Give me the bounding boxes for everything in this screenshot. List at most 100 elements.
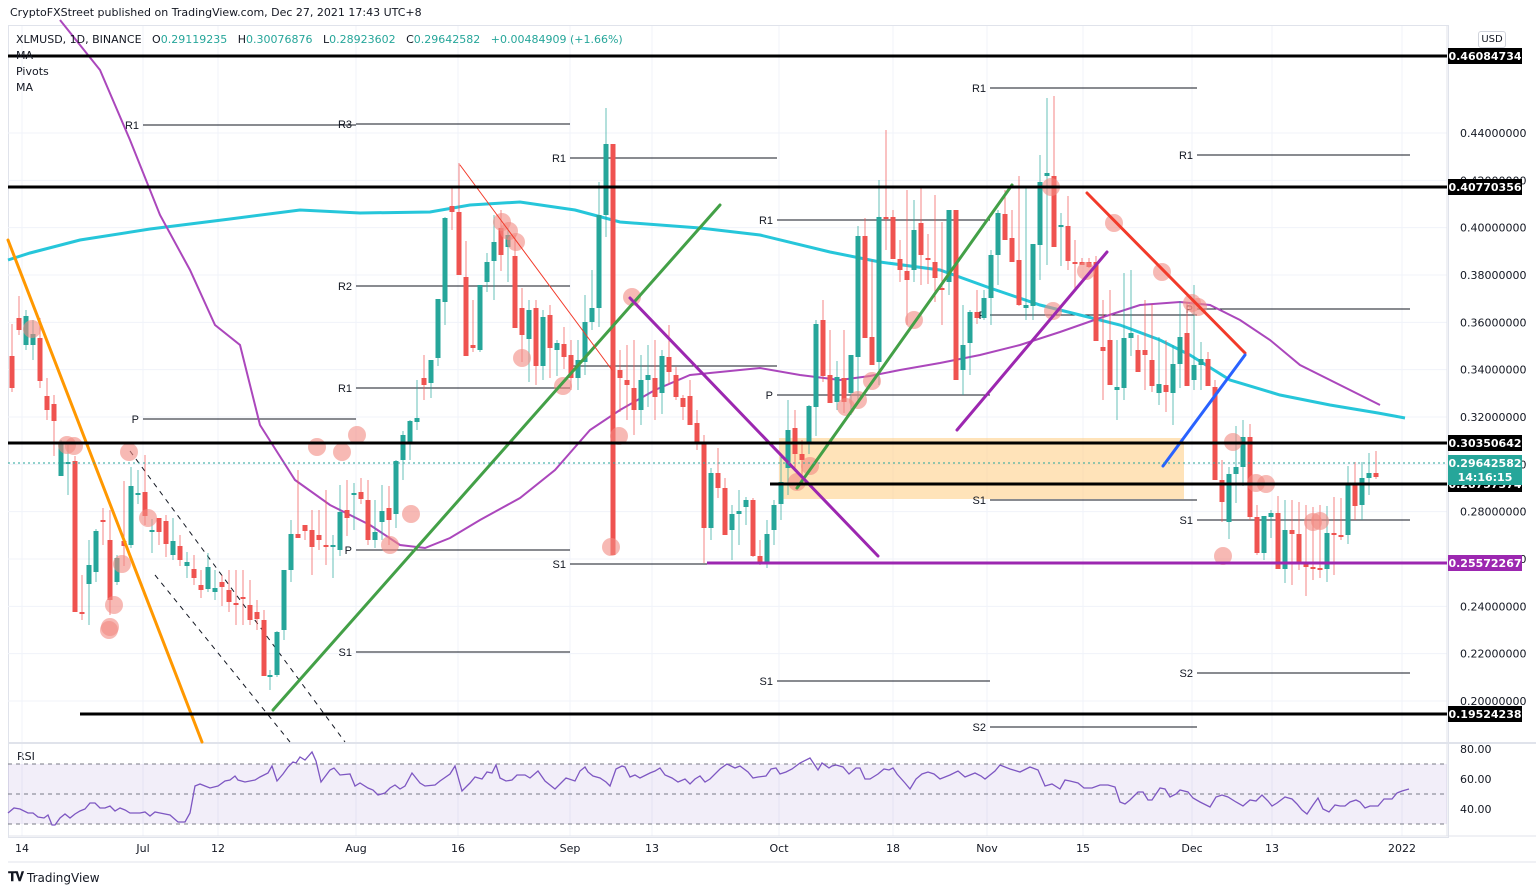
candle-up	[659, 356, 665, 393]
pivot-label: R1	[759, 215, 773, 227]
pivot-marker	[65, 437, 83, 455]
candle-up	[540, 317, 546, 366]
candle-up	[477, 285, 483, 350]
candle-up	[1226, 474, 1232, 522]
x-tick-label: Dec	[1181, 842, 1202, 855]
candle-up	[30, 334, 36, 345]
candle-up	[981, 298, 987, 318]
candle-down	[1254, 517, 1260, 553]
candle-down	[1310, 567, 1316, 569]
candle-up	[946, 210, 952, 282]
candle-down	[191, 569, 197, 578]
pivot-label: R1	[552, 153, 566, 165]
candle-down	[386, 508, 392, 520]
indicator-ma-1[interactable]: MA	[16, 49, 34, 62]
candle-up	[967, 312, 973, 343]
candle-down	[254, 612, 260, 619]
rsi-label[interactable]: RSI	[17, 750, 35, 763]
candle-up	[1037, 182, 1043, 245]
candle-down	[421, 378, 427, 385]
pivot-label: S2	[973, 722, 986, 734]
candle-down	[79, 612, 85, 614]
candle-up	[1191, 365, 1197, 380]
price-tag-value: 0.25572267	[1448, 557, 1521, 570]
trendline	[271, 203, 722, 712]
x-tick-label: 13	[1265, 842, 1279, 855]
candle-up	[58, 443, 64, 476]
candle-up	[330, 545, 336, 547]
y-tick-label: 0.20000000	[1460, 695, 1526, 708]
candle-up	[834, 377, 840, 402]
candle-down	[323, 545, 329, 547]
candle-up	[876, 217, 882, 362]
price-tag	[1448, 179, 1522, 195]
candle-down	[16, 318, 22, 330]
y-tick-label: 0.32000000	[1460, 411, 1526, 424]
candle-up	[400, 435, 406, 460]
x-tick-label: 2022	[1388, 842, 1416, 855]
candle-up	[785, 430, 791, 468]
open-value: 0.29119235	[160, 33, 228, 46]
x-tick-label: 14	[15, 842, 29, 855]
pivot-marker	[1077, 262, 1095, 280]
price-tag-value: 0.46084734	[1448, 50, 1521, 63]
trendline	[795, 183, 1014, 490]
candle-up	[589, 308, 595, 322]
candle-down	[233, 603, 239, 605]
indicator-ma-2[interactable]: MA	[16, 81, 34, 94]
currency-button[interactable]: USD	[1478, 31, 1506, 48]
candle-down	[358, 492, 364, 499]
trendline	[1161, 353, 1247, 468]
candle-up	[407, 421, 413, 444]
candle-up	[1170, 364, 1176, 393]
candle-down	[1338, 535, 1344, 537]
price-tag	[1448, 555, 1522, 571]
candle-up	[86, 565, 92, 584]
pivot-label: R3	[338, 119, 352, 131]
pivot-marker	[139, 509, 157, 527]
candle-down	[1149, 360, 1155, 386]
symbol-label[interactable]: XLMUSD, 1D, BINANCE	[16, 33, 142, 46]
indicator-pivots[interactable]: Pivots	[16, 65, 49, 78]
candle-up	[135, 493, 141, 495]
candle-up	[1324, 533, 1330, 569]
rsi-tick-label: 40.00	[1460, 803, 1492, 816]
candle-down	[365, 500, 371, 540]
price-tag	[1448, 48, 1522, 64]
candle-up	[484, 262, 490, 282]
candle-down	[610, 144, 616, 555]
candle-up	[288, 534, 294, 570]
candle-down	[1051, 176, 1057, 247]
pivot-marker	[113, 555, 131, 573]
pivot-marker	[348, 426, 366, 444]
x-tick-label: 16	[451, 842, 465, 855]
candle-down	[617, 370, 623, 378]
pivot-label: S1	[339, 647, 352, 659]
tradingview-logo: 𝐓𝐕 TradingView	[8, 870, 100, 885]
candle-down	[470, 345, 476, 348]
candle-down	[247, 605, 253, 620]
candle-up	[1366, 473, 1372, 478]
pivot-marker	[1044, 302, 1062, 320]
candle-down	[890, 217, 896, 259]
change-value: +0.00484909 (+1.66%)	[490, 33, 623, 46]
candle-down	[862, 236, 868, 338]
rsi-line	[7, 750, 1410, 826]
candle-down	[680, 398, 686, 407]
candle-down	[1135, 350, 1141, 372]
x-tick-label: Aug	[345, 842, 366, 855]
candle-up	[281, 570, 287, 630]
candle-up	[848, 355, 854, 393]
pivot-label: R1	[125, 120, 139, 132]
candle-down	[974, 312, 980, 318]
y-tick-label: 0.24000000	[1460, 600, 1526, 613]
candle-up	[212, 588, 218, 592]
candle-down	[316, 535, 322, 540]
candle-up	[1261, 516, 1267, 553]
pivot-label: S1	[973, 495, 986, 507]
candle-up	[337, 512, 343, 550]
candle-down	[925, 258, 931, 260]
y-tick-label: 0.40000000	[1460, 222, 1526, 235]
pivot-marker	[610, 427, 628, 445]
